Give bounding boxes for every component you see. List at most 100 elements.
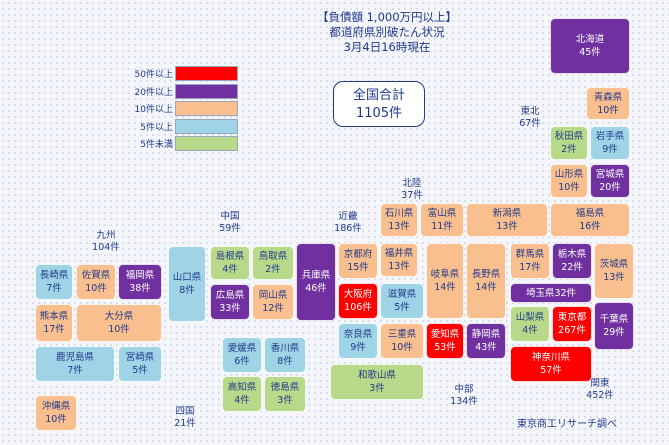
region-label-chugoku: 中国 59件 (200, 211, 260, 235)
legend: 50件以上 20件以上 10件以上 5件以上 5件未満 (123, 66, 243, 154)
pref-name: 新潟県 (492, 208, 522, 219)
pref-name: 奈良県 (343, 329, 373, 340)
pref-count: 10件 (558, 182, 580, 193)
legend-swatch (175, 136, 238, 151)
pref-name: 兵庫県 (301, 270, 331, 281)
pref-fukuoka: 福岡県 38件 (118, 264, 162, 300)
pref-name: 愛知県 (430, 329, 460, 340)
pref-count: 13件 (388, 261, 410, 272)
legend-item-10plus: 10件以上 (123, 101, 243, 119)
pref-count: 4件 (222, 264, 238, 275)
pref-name: 熊本県 (39, 311, 69, 322)
pref-name: 香川県 (270, 343, 300, 354)
pref-ibaraki: 茨城県 13件 (594, 243, 634, 299)
pref-hyogo: 兵庫県 46件 (296, 243, 336, 321)
region-count: 59件 (219, 223, 241, 234)
national-total-label: 全国合計 (352, 88, 405, 103)
pref-name: 山形県 (554, 169, 584, 180)
region-name: 四国 (175, 406, 195, 417)
region-label-chubu: 中部 134件 (434, 384, 494, 408)
pref-yamaguchi: 山口県 8件 (168, 246, 206, 322)
legend-label: 50件以上 (134, 70, 173, 80)
region-label-tohoku: 東北 67件 (500, 106, 560, 130)
pref-ehime: 愛媛県 6件 (222, 337, 262, 373)
pref-gifu: 岐阜県 14件 (426, 243, 464, 319)
pref-niigata: 新潟県 13件 (466, 203, 548, 237)
region-count: 186件 (334, 223, 362, 234)
legend-label: 20件以上 (134, 87, 173, 98)
legend-item-20plus: 20件以上 (123, 83, 243, 102)
pref-count: 13件 (603, 272, 625, 283)
pref-name: 岐阜県 (430, 269, 460, 280)
pref-count: 8件 (277, 356, 293, 367)
pref-name: 東京都 (557, 312, 587, 323)
pref-name: 山口県 (172, 272, 202, 283)
legend-item-5plus: 5件以上 (123, 118, 243, 137)
pref-name: 長野県 (471, 269, 501, 280)
pref-kyoto: 京都府 15件 (338, 243, 378, 279)
pref-hokkaido: 北海道 45件 (550, 18, 630, 74)
pref-wakayama: 和歌山県 3件 (330, 364, 424, 400)
pref-akita: 秋田県 2件 (550, 126, 588, 160)
pref-name: 佐賀県 (81, 270, 111, 281)
pref-shimane: 島根県 4件 (210, 246, 250, 280)
pref-name: 京都府 (343, 249, 373, 260)
region-name: 関東 (590, 378, 610, 389)
pref-count: 45件 (579, 47, 601, 58)
pref-name: 千葉県 (599, 314, 629, 325)
pref-name: 沖縄県 (41, 401, 71, 412)
title-line-2: 都道府県別破たん状況 (329, 25, 445, 39)
pref-count: 11件 (431, 221, 453, 232)
pref-name: 高知県 (227, 382, 257, 393)
pref-count: 22件 (561, 262, 583, 273)
pref-name: 福井県 (384, 248, 414, 259)
pref-count: 7件 (46, 283, 62, 294)
region-label-kyushu: 九州 104件 (76, 230, 136, 254)
pref-name: 岡山県 (258, 290, 288, 301)
pref-count: 10件 (391, 342, 413, 353)
pref-count: 12件 (262, 303, 284, 314)
pref-name: 宮崎県 (125, 352, 155, 363)
pref-name: 神奈川県 (531, 352, 570, 363)
pref-kumamoto: 熊本県 17件 (35, 304, 73, 342)
pref-name: 和歌山県 (357, 370, 396, 381)
pref-name: 愛媛県 (227, 343, 257, 354)
pref-miyazaki: 宮崎県 5件 (118, 346, 162, 382)
pref-count: 10件 (597, 104, 619, 116)
pref-fukui: 福井県 13件 (380, 243, 418, 277)
pref-name: 大阪府 (343, 289, 373, 300)
pref-nagano: 長野県 14件 (466, 243, 506, 319)
pref-name: 滋賀県 (387, 289, 417, 300)
pref-name: 北海道 (575, 34, 605, 45)
pref-name: 三重県 (387, 329, 417, 340)
pref-saga: 佐賀県 10件 (76, 264, 116, 300)
pref-mie: 三重県 10件 (380, 323, 424, 359)
pref-okinawa: 沖縄県 10件 (35, 395, 77, 431)
legend-item-under5: 5件未満 (123, 136, 243, 154)
pref-name: 大分県 (104, 311, 134, 322)
pref-name: 鹿児島県 (55, 352, 94, 363)
pref-kagoshima: 鹿児島県 7件 (35, 346, 115, 382)
legend-label: 5件以上 (140, 122, 173, 133)
pref-gunma: 群馬県 17件 (510, 243, 550, 279)
pref-count: 106件 (344, 302, 372, 313)
pref-name: 鳥取県 (258, 251, 288, 262)
pref-kochi: 高知県 4件 (222, 376, 262, 412)
pref-count: 16件 (579, 221, 601, 232)
pref-count: 32件 (554, 287, 577, 299)
region-name: 北陸 (402, 178, 422, 189)
pref-hiroshima: 広島県 33件 (210, 284, 250, 320)
pref-count: 14件 (475, 282, 497, 293)
pref-name: 福島県 (575, 208, 605, 219)
region-count: 21件 (174, 418, 196, 429)
pref-count: 4件 (522, 325, 538, 336)
legend-swatch (175, 101, 238, 116)
region-count: 37件 (401, 190, 423, 201)
pref-tokushima: 徳島県 3件 (264, 376, 306, 412)
pref-count: 13件 (496, 221, 518, 232)
pref-aichi: 愛知県 53件 (426, 323, 464, 359)
legend-swatch (175, 118, 238, 134)
national-total-box: 全国合計 1105件 (333, 81, 425, 127)
pref-nara: 奈良県 9件 (338, 323, 378, 359)
title-line-1: 【負債額 1,000万円以上】 (316, 10, 458, 24)
